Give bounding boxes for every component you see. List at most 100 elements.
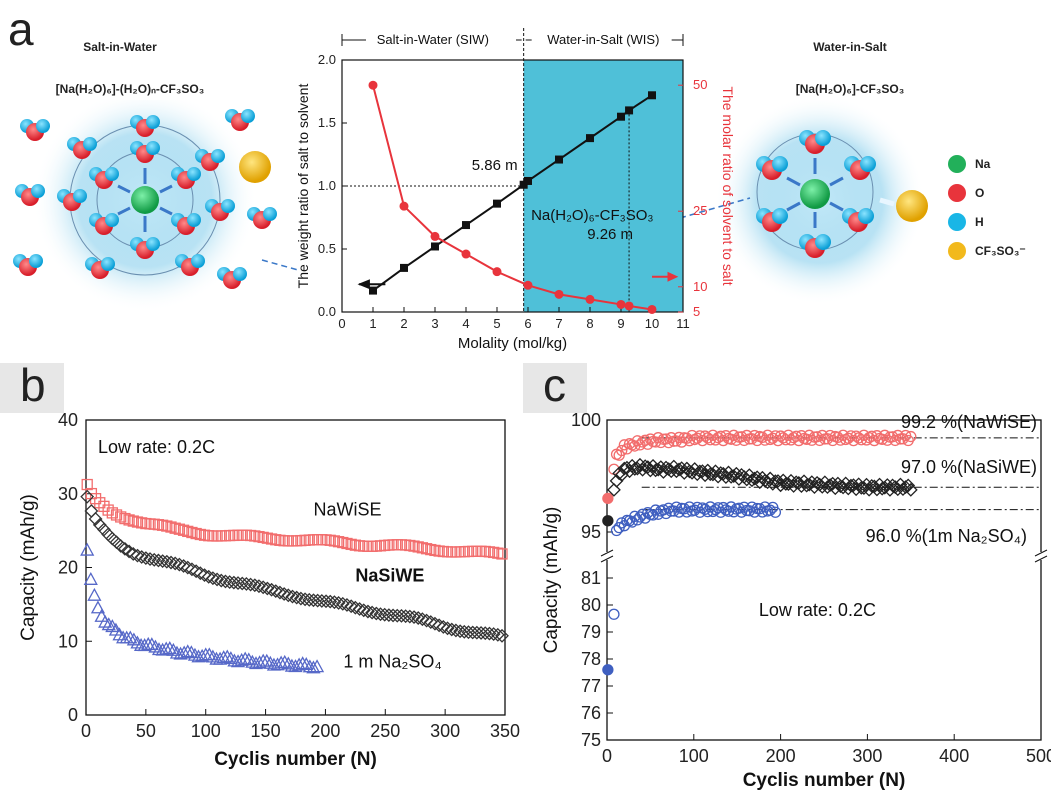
chart-a-annotation-formula: Na(H₂O)₆-CF₃SO₃ [531,207,653,224]
chart-a-y2tick-0: 5 [693,304,700,319]
chart-b-series-0-point [194,528,206,541]
chart-a-series-1-point [523,280,533,290]
chart-b-series-2-point [259,653,274,667]
chart-b-series-1-point [457,624,472,639]
wis-water-molecules [756,130,876,258]
chart-b-series-0-point [136,517,148,529]
chart-b-series-1-point [256,580,271,595]
chart-b-series-1-point [323,594,338,609]
chart-b-series-0-point [408,540,420,552]
chart-c-series-1-point [773,478,788,493]
chart-b-series-1-point [327,595,342,610]
chart-a-series-0-point [519,180,528,189]
chart-b-series-1-point [197,568,212,583]
chart-b-series-2-point [202,647,217,661]
chart-c-break-left-1 [600,549,614,557]
chart-b-series-1-point [314,593,329,608]
chart-b-series-1-point [411,611,426,625]
chart-a-annotation-586: 5.86 m [472,157,518,174]
chart-c-label-nawise: 99.2 %(NaWiSE) [901,412,1037,432]
chart-b-series-0-point [186,526,198,539]
chart-c-xlabel: Cyclis number (N) [743,770,906,791]
chart-b-series-1-point [252,579,266,594]
chart-b-series-0-point [332,536,345,548]
wis-region-fill [523,60,683,312]
chart-c-xtick-3: 300 [852,746,882,766]
chart-b-series-0-point [261,532,274,544]
chart-c-series-1-point [771,474,785,488]
chart-b-series-0-point [420,543,433,555]
chart-c-series-1-point [794,479,809,494]
legend-atom-0-swatch [948,155,966,173]
chart-c-series-2-point [743,505,756,517]
chart-b-series-1-point [474,625,488,640]
chart-b-series-1-point [117,541,132,556]
chart-b-series-2-point [187,647,203,661]
chart-b-series-1-point [344,599,359,614]
chart-b-series-1-point [444,622,459,637]
chart-b-series-1-point [369,606,384,621]
chart-c-break-left-gap [601,552,613,560]
chart-b-series-1-point [348,600,363,615]
chart-c-series-1-point [602,515,614,527]
chart-b-series-0-point [81,478,93,491]
chart-a-series-1-point [461,249,471,259]
chart-a-xtick-0: 0 [338,316,345,331]
panel-a-letter: a [8,3,34,55]
wis-illustration [680,100,928,305]
chart-c-series-1-point [729,466,744,481]
chart-b-series-1-point [453,624,468,639]
chart-b-series-2-point [184,645,199,659]
chart-b-series-2-point [123,630,138,644]
chart-a-series-0-point [524,176,532,185]
chart-b-series-0-point [337,536,349,549]
chart-c-series-1-point [781,477,796,492]
chart-a-series-1-point [624,301,634,311]
chart-b-series-0-point [328,535,341,547]
chart-b-series-1-point [356,603,371,618]
chart-b-series-1-point [164,555,178,570]
chart-b-series-1-point [440,621,455,636]
chart-b-ytick-3: 30 [58,484,78,504]
chart-c-series-1-point [859,477,874,492]
chart-a-series-0-point [431,242,439,251]
chart-b-xtick-0: 0 [81,721,91,741]
chart-a-series-0-point [555,155,563,164]
chart-c-series-1-point [768,474,783,489]
chart-b-xtick-2: 100 [191,721,221,741]
wis-label-bg [531,31,672,49]
chart-c-series-0-point [660,433,672,445]
siw-water-molecules [13,109,277,289]
chart-c-ytick-lower-4: 79 [581,622,601,642]
chart-b-series-1-point [84,504,99,518]
chart-b-series-0-point [425,543,437,556]
siw-na-ion [131,186,159,214]
chart-b-series-2-point [299,657,314,671]
chart-b-series-1-point [302,592,317,607]
chart-b-series-1-point [289,590,304,605]
chart-a-series-1-point [585,294,595,304]
chart-c-series-1-point [784,473,798,488]
chart-b-series-0-point [119,512,131,525]
chart-b-series-1-point [490,627,505,642]
chart-b-series-1-point [319,594,333,609]
chart-c-ytick-upper-1: 100 [571,410,601,430]
chart-b-series-1-point [298,592,312,607]
chart-b-series-1-point [340,598,354,612]
legend-atom-3-label: CF₃SO₃⁻ [975,244,1026,258]
wis-na-ion [800,179,830,209]
chart-b-series-1-point [222,575,237,590]
chart-c-ytick-lower-6: 81 [581,568,601,588]
chart-b-series-1-point [465,625,480,640]
chart-b-series-1-point [377,607,392,622]
chart-b-xtick-1: 50 [136,721,156,741]
wis-anion [896,190,928,222]
chart-b-series-1-point [469,625,484,640]
siw-pointer [261,259,300,272]
region-label-siw: Salt-in-Water (SIW) [377,32,489,47]
legend-atom-2-swatch [948,213,966,231]
chart-c-series-0-point [670,435,683,447]
chart-c-series-1-point [695,464,710,479]
chart-b-label-nasiwe: NaSiWE [355,565,424,585]
chart-b-series-1-point [361,604,375,619]
